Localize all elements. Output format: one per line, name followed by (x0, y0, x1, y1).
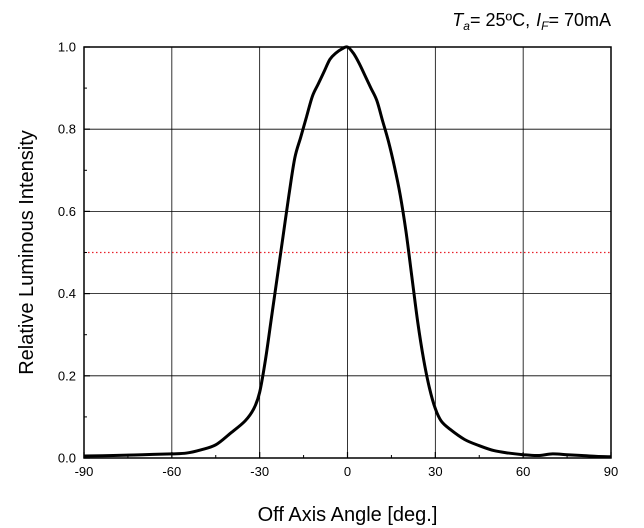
grid (83, 46, 612, 459)
ta-value: = 25ºC, (470, 10, 530, 30)
ta-subscript: a (463, 19, 470, 33)
y-tick-label: 0.8 (58, 122, 76, 137)
x-tick-label: -90 (75, 464, 94, 479)
if-subscript: F (541, 19, 549, 33)
ta-symbol: T (452, 10, 465, 30)
x-tick-label: 60 (516, 464, 530, 479)
x-tick-label: -30 (250, 464, 269, 479)
y-tick-label: 0.4 (58, 286, 76, 301)
y-tick-labels: 0.0 0.2 0.4 0.6 0.8 1.0 (58, 40, 76, 466)
y-tick-label: 0.2 (58, 368, 76, 383)
if-symbol: I (536, 10, 541, 30)
if-value: = 70mA (548, 10, 611, 30)
x-tick-labels: -90 -60 -30 0 30 60 90 (75, 464, 619, 479)
y-tick-label: 1.0 (58, 40, 76, 55)
y-tick-label: 0.6 (58, 204, 76, 219)
y-axis-title: Relative Luminous Intensity (16, 130, 38, 375)
x-tick-label: -60 (162, 464, 181, 479)
x-tick-label: 30 (428, 464, 442, 479)
x-tick-label: 0 (344, 464, 351, 479)
x-axis-title: Off Axis Angle [deg.] (258, 504, 438, 526)
y-tick-label: 0.0 (58, 451, 76, 466)
x-tick-label: 90 (604, 464, 618, 479)
measurement-conditions: Ta= 25ºC, IF= 70mA (452, 10, 611, 33)
series-line (83, 45, 612, 459)
ticks (83, 46, 612, 459)
